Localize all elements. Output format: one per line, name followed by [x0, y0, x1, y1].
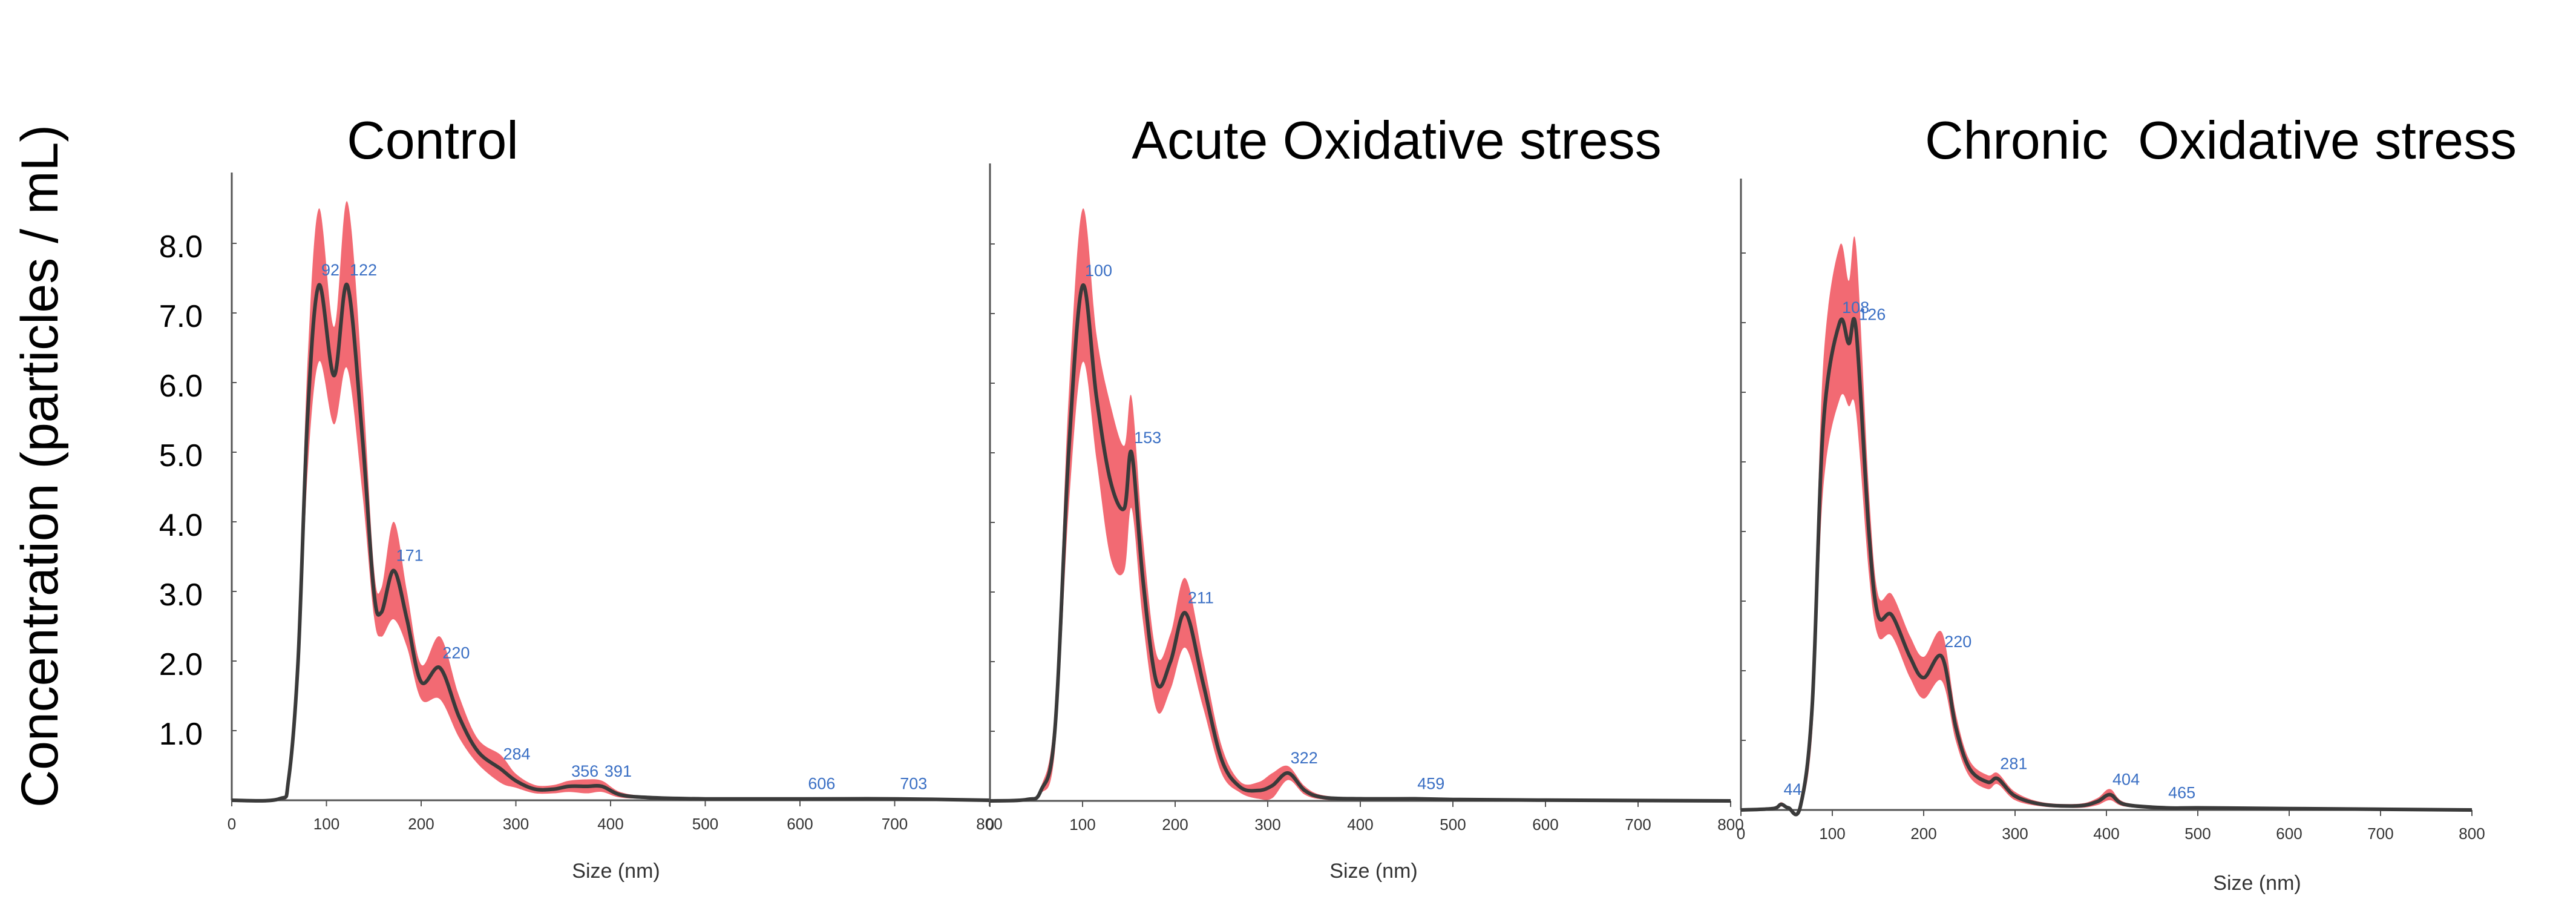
- peak-label: 126: [1858, 306, 1886, 324]
- x-tick-label: 200: [1910, 824, 1936, 843]
- x-tick-label: 600: [1532, 815, 1558, 834]
- peak-label: 284: [503, 745, 530, 763]
- y-tick-label: 2.0: [159, 647, 203, 682]
- x-tick-label: 500: [2184, 824, 2211, 843]
- x-tick-label: 100: [1069, 815, 1095, 834]
- panel-title: Chronic Oxidative stress: [1925, 110, 2517, 170]
- x-tick-label: 200: [1162, 815, 1188, 834]
- peak-label: 92: [321, 261, 339, 279]
- x-tick-label: 300: [1254, 815, 1280, 834]
- peak-label: 703: [900, 775, 927, 793]
- peak-label: 153: [1134, 429, 1161, 447]
- x-axis-label: Size (nm): [572, 860, 660, 883]
- x-tick-label: 700: [2367, 824, 2393, 843]
- x-tick-label: 700: [1625, 815, 1651, 834]
- peak-label: 281: [2000, 754, 2027, 772]
- panel-title: Control: [347, 110, 519, 170]
- x-tick-label: 200: [408, 815, 434, 833]
- x-tick-label: 700: [882, 815, 908, 833]
- panel-control: Control Size (nm) 0 100 200 300 400 500 600 700…: [228, 110, 1003, 883]
- peak-label: 220: [1944, 633, 1971, 651]
- panel-acute-oxidative-stress: Acute Oxidative stress Size (nm) 0 100 200…: [986, 110, 1744, 883]
- y-tick-label: 5.0: [159, 438, 203, 473]
- peak-label: 356: [571, 762, 598, 780]
- x-tick-label: 400: [2093, 824, 2119, 843]
- mean-line: [989, 283, 1731, 803]
- x-tick-label: 300: [503, 815, 529, 833]
- x-tick-label: 600: [2276, 824, 2302, 843]
- x-tick-label: 600: [787, 815, 813, 833]
- peak-label: 391: [605, 762, 632, 780]
- peak-label: 465: [2168, 784, 2195, 802]
- peak-label: 108: [1842, 298, 1869, 317]
- peak-label: 322: [1291, 749, 1318, 767]
- x-axis-label: Size (nm): [2213, 872, 2301, 895]
- error-band: [1741, 236, 2472, 815]
- y-tick-label: 7.0: [159, 299, 203, 334]
- y-tick-label: 1.0: [159, 717, 203, 752]
- y-tick-labels: 8.0 7.0 6.0 5.0 4.0 3.0 2.0 1.0: [159, 229, 203, 752]
- peak-label: 459: [1417, 775, 1444, 793]
- y-tick-label: 4.0: [159, 508, 203, 543]
- x-tick-label: 300: [2002, 824, 2028, 843]
- y-tick-label: 3.0: [159, 578, 203, 613]
- peak-label: 122: [350, 261, 377, 279]
- peak-label: 211: [1188, 589, 1214, 607]
- y-tick-label: 6.0: [159, 369, 203, 404]
- x-tick-label: 500: [692, 815, 718, 833]
- x-tick-label: 100: [313, 815, 339, 833]
- y-axis-label: Concentration (particles / mL): [11, 125, 69, 808]
- x-tick-label: 800: [1717, 815, 1743, 834]
- peak-label: 44: [1783, 780, 1801, 798]
- panel-title: Acute Oxidative stress: [1132, 110, 1661, 170]
- x-tick-label: 0: [1737, 824, 1745, 843]
- peak-label: 606: [808, 775, 835, 793]
- x-tick-label: 800: [976, 815, 1002, 833]
- panel-chronic-oxidative-stress: Chronic Oxidative stress Size (nm) 0 100 2…: [1737, 110, 2517, 895]
- x-tick-label: 800: [2459, 824, 2485, 843]
- x-tick-label: 0: [986, 815, 994, 834]
- peak-label: 171: [396, 547, 424, 565]
- mean-line: [1740, 317, 2473, 817]
- error-band: [990, 208, 1731, 801]
- mean-line: [231, 283, 990, 803]
- peak-label: 100: [1085, 262, 1112, 280]
- y-tick-label: 8.0: [159, 229, 203, 265]
- x-tick-label: 100: [1819, 824, 1845, 843]
- x-axis-label: Size (nm): [1329, 860, 1417, 883]
- x-tick-label: 400: [1347, 815, 1373, 834]
- x-tick-label: 0: [228, 815, 236, 833]
- peak-label: 404: [2112, 771, 2140, 789]
- x-tick-label: 500: [1440, 815, 1466, 834]
- x-tick-label: 400: [597, 815, 623, 833]
- peak-label: 220: [442, 644, 470, 662]
